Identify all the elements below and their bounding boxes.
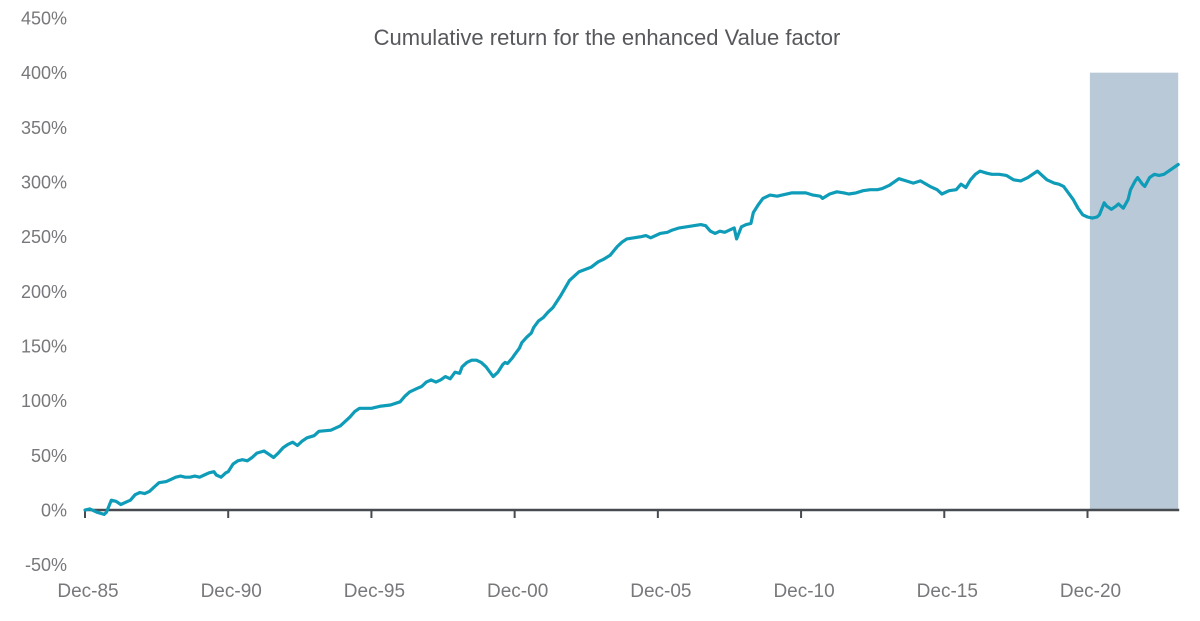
y-axis-tick-label: 0% bbox=[41, 501, 67, 521]
x-axis-tick-label: Dec-95 bbox=[344, 581, 405, 602]
x-axis-tick-label: Dec-20 bbox=[1060, 581, 1121, 602]
y-axis-tick-label: 200% bbox=[21, 282, 67, 302]
y-axis-tick-label: 450% bbox=[21, 9, 67, 29]
x-axis-tick-label: Dec-85 bbox=[57, 581, 118, 602]
y-axis-tick-label: 300% bbox=[21, 173, 67, 193]
y-axis-tick-label: 100% bbox=[21, 391, 67, 411]
y-axis-tick-label: 350% bbox=[21, 118, 67, 138]
y-axis-tick-label: 150% bbox=[21, 337, 67, 357]
chart-title: Cumulative return for the enhanced Value… bbox=[374, 25, 841, 50]
y-axis-tick-label: 50% bbox=[31, 446, 67, 466]
highlight-region-recent-period bbox=[1089, 72, 1179, 510]
x-axis-tick-label: Dec-90 bbox=[201, 581, 262, 602]
value-factor-line bbox=[83, 162, 1180, 517]
plot-area: Dec-85 Dec-90 Dec-95 Dec-00 Dec-05 Dec-10 Dec-… bbox=[21, 9, 1180, 602]
y-axis-tick-label: 250% bbox=[21, 227, 67, 247]
x-axis-tick-label: Dec-10 bbox=[773, 581, 834, 602]
y-axis-tick-label: 400% bbox=[21, 63, 67, 83]
x-axis-tick-label: Dec-00 bbox=[487, 581, 548, 602]
y-axis-tick-label: -50% bbox=[25, 555, 67, 575]
x-axis-tick-label: Dec-05 bbox=[630, 581, 691, 602]
x-axis-tick-label: Dec-15 bbox=[917, 581, 978, 602]
